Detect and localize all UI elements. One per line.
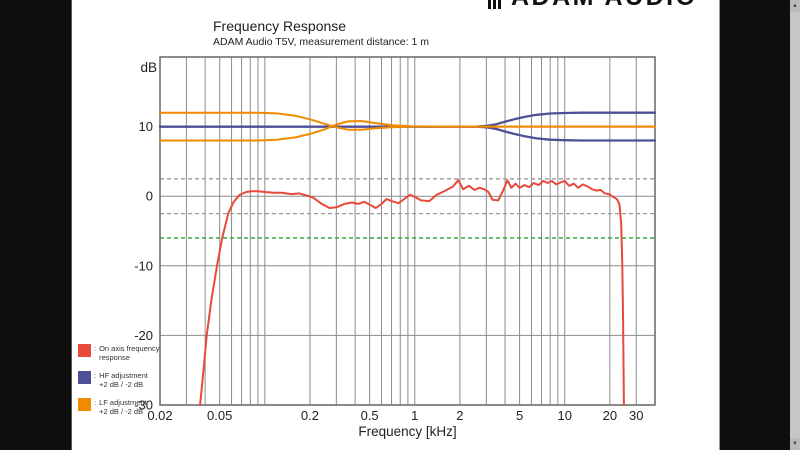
y-tick-label: -20: [134, 328, 153, 343]
y-tick-label: -10: [134, 258, 153, 273]
legend-item-on-axis: : On axis frequency response: [78, 344, 168, 362]
x-tick-label: 1: [411, 408, 418, 423]
x-gridlines: [185, 57, 637, 405]
y-axis-unit-label: dB: [140, 60, 157, 75]
plot-border: [159, 56, 656, 406]
y-axis-labels: 10 0 -10 -20 -30 dB: [134, 60, 157, 413]
legend-label-on-axis: On axis frequency response: [99, 344, 160, 362]
legend-swatch-on-axis: [78, 344, 91, 357]
y-tick-label: -30: [134, 398, 153, 413]
curve-on-axis-frequency-response: [199, 179, 625, 406]
x-tick-label: 0.5: [361, 408, 379, 423]
legend-item-hf-adjustment: : HF adjustment +2 dB / -2 dB: [78, 371, 168, 389]
x-tick-label: 2: [456, 408, 463, 423]
legend-swatch-hf: [78, 371, 91, 384]
legend-swatch-lf: [78, 398, 91, 411]
adam-logo-text: ADAM AUDIO: [511, 0, 698, 10]
legend-separator: :: [94, 398, 97, 407]
x-tick-label: 20: [603, 408, 617, 423]
legend-separator: :: [94, 344, 97, 353]
legend-item-lf-adjustment: : LF adjustment +2 dB / -2 dB: [78, 398, 168, 416]
pillarbox-right: [719, 0, 791, 450]
curve-lf-adjustment-2-db: [159, 120, 656, 142]
curves: [158, 111, 657, 406]
x-tick-label: 0.02: [147, 408, 172, 423]
legend-separator: :: [94, 371, 97, 380]
x-tick-label: 30: [629, 408, 643, 423]
y-tick-label: 0: [146, 189, 153, 204]
adam-audio-logo: ADAM AUDIO: [488, 0, 718, 10]
page-title: Frequency Response: [213, 18, 347, 34]
scrollbar-up-icon[interactable]: ▲: [790, 0, 800, 12]
legend-label-hf: HF adjustment +2 dB / -2 dB: [99, 371, 148, 389]
legend-label-lf: LF adjustment +2 dB / -2 dB: [99, 398, 147, 416]
y-tick-label: 10: [139, 119, 153, 134]
chart-legend: : On axis frequency response : HF adjust…: [78, 344, 168, 425]
x-tick-label: 0.05: [207, 408, 232, 423]
reference-lines: [160, 178, 655, 239]
x-tick-label: 10: [557, 408, 571, 423]
vertical-scrollbar[interactable]: ▲ ▼: [790, 0, 800, 450]
pillarbox-left: [0, 0, 72, 450]
adam-logo-icon: [488, 0, 503, 9]
x-tick-label: 0.2: [301, 408, 319, 423]
scrollbar-down-icon[interactable]: ▼: [790, 438, 800, 450]
page-subtitle: ADAM Audio T5V, measurement distance: 1 …: [213, 36, 429, 48]
x-axis-labels: 0.02 0.05 0.2 0.5 1 2 5 10 20 30 Frequency [kHz]: [147, 408, 643, 439]
x-tick-label: 5: [516, 408, 523, 423]
x-axis-title: Frequency [kHz]: [358, 424, 456, 439]
